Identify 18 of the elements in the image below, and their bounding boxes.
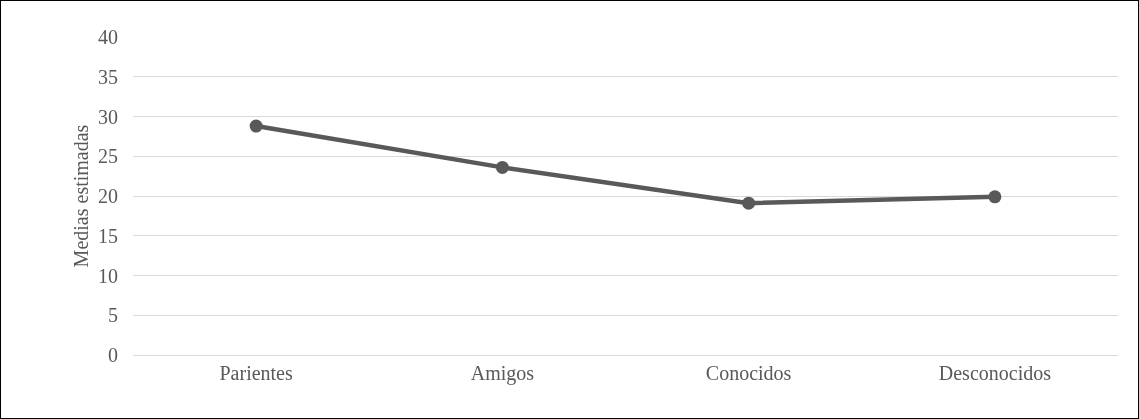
x-tick-label: Desconocidos (938, 362, 1052, 384)
point (988, 190, 1002, 204)
y-tick-label: 5 (108, 304, 118, 327)
y-tick-label: 0 (108, 344, 118, 366)
y-tick-label: 25 (98, 145, 118, 168)
y-axis-title: Medias estimadas (69, 124, 92, 268)
x-tick-label: Conocidos (705, 362, 792, 384)
y-tick-label: 20 (98, 185, 118, 207)
point (495, 160, 509, 174)
y-tick-label: 15 (98, 224, 118, 247)
y-tick-label: 10 (98, 264, 118, 287)
x-tick-label: Parientes (219, 362, 293, 384)
y-tick-label: 35 (98, 65, 118, 88)
x-tick-label: Amigos (470, 362, 535, 385)
y-tick-label: 30 (98, 105, 118, 128)
y-tick-label: 40 (98, 26, 118, 48)
point (742, 196, 756, 210)
point (249, 119, 263, 133)
